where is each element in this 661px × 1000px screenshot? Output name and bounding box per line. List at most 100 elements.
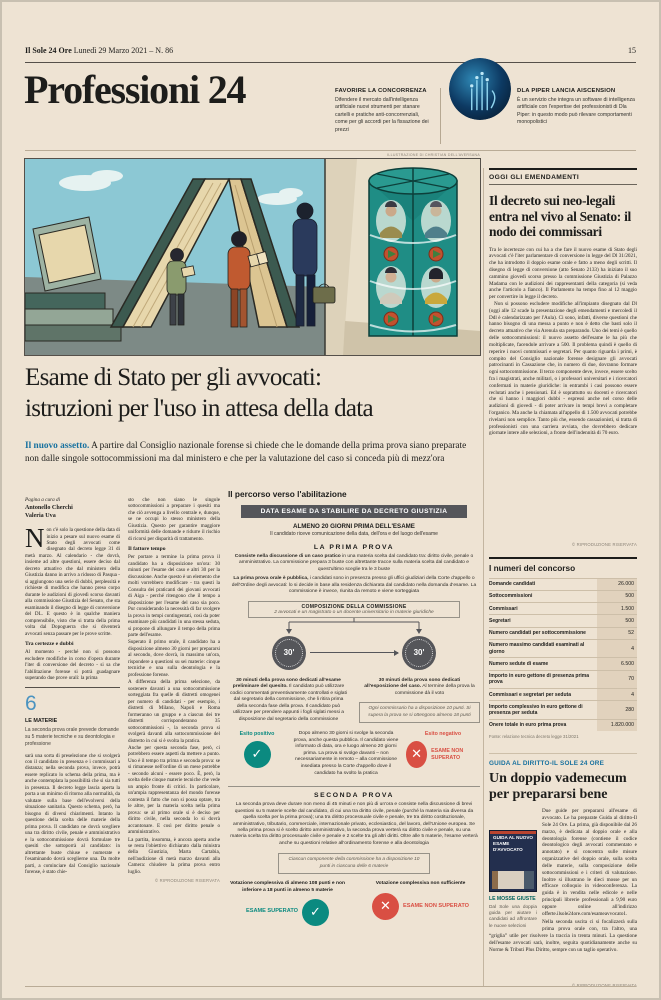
brief-title: FAVORIRE LA CONCORRENZA	[335, 88, 427, 94]
book-cover: GUIDA AL NUOVO ESAME D'AVVOCATO	[489, 830, 537, 893]
paragraph: Due guide per prepararsi all'esame di av…	[542, 808, 637, 917]
clocks-row: 30' 30'	[228, 634, 480, 672]
author: Valeria Uva	[25, 512, 56, 519]
key-number-label: LE MATERIE	[25, 718, 58, 725]
table-row: Numero candidati per sottocommissione 52	[489, 626, 637, 639]
step-title: ALMENO 20 GIORNI PRIMA DELL'ESAME	[293, 523, 415, 530]
clock1-description: 30 minuti della prova sono dedicati all'…	[230, 677, 347, 722]
section-title: Professioni 24	[24, 67, 247, 112]
revolving-door-icon	[368, 167, 458, 337]
first-exam-outcomes: Esito positivo ✓ Dopo almeno 30 giorni s…	[228, 731, 480, 777]
guide-article: GUIDA AL DIRITTO-IL SOLE 24 ORE Un doppi…	[489, 753, 637, 988]
infographic-percorso-abilitazione: Il percorso verso l'abilitazione DATA ES…	[228, 489, 480, 997]
author: Antonello Cherchi	[25, 504, 73, 511]
cover-illustration	[24, 158, 481, 356]
points-note: Ogni commissario ha a disposizione 10 pu…	[359, 702, 480, 724]
paragraph: sarà una sorta di preselezione che si sv…	[25, 752, 120, 875]
paragraph: Tra le incertezze con cui ha a che fare …	[489, 246, 637, 301]
rail-headline: Il decreto sui neo-legali entra nel vivo…	[489, 193, 631, 240]
guide-body: GUIDA AL NUOVO ESAME D'AVVOCATO LE MOSSE…	[489, 808, 637, 980]
points-note-2: Ciascun componente della commissione ha …	[278, 853, 430, 875]
key-number-box: 6 LE MATERIE La seconda prova orale prev…	[25, 687, 120, 747]
illustration-credit: ILLUSTRAZIONE DI CHRISTIAN DELL'AVERSANA	[387, 153, 480, 157]
commission-box: COMPOSIZIONE DELLA COMMISSIONE 2 avvocat…	[248, 600, 460, 618]
rule	[489, 184, 637, 185]
table-row: Sottocommissioni 500	[489, 589, 637, 603]
brief-title: DLA PIPER LANCIA AISCENSION	[517, 88, 616, 94]
book-stack-icon	[25, 216, 122, 342]
guide-kicker: GUIDA AL DIRITTO-IL SOLE 24 ORE	[489, 760, 605, 768]
key-number-text: La seconda prova orale prevede domande s…	[25, 727, 119, 747]
clock-30min-icon: 30'	[402, 635, 436, 670]
negative-outcome: Esito negativo ✕ ESAME NON SUPERATO	[406, 731, 480, 769]
table-row: Commissari 1.500	[489, 602, 637, 615]
table-row: Domande candidati 26.000	[489, 577, 637, 590]
paragraph: Al momento - perché non si possono esclu…	[25, 649, 120, 681]
paragraph: Superato il primo orale, il candidato ha…	[128, 639, 220, 678]
main-headline: Esame di Stato per gli avvocati: istruzi…	[25, 364, 374, 423]
ai-hand-icon	[449, 58, 511, 120]
rule	[489, 556, 637, 559]
edition-date: Il Sole 24 Ore Lunedì 29 Marzo 2021 – N.…	[25, 46, 173, 55]
clock2-description: 30 minuti della prova sono dedicati all'…	[364, 677, 475, 696]
page-number: 15	[628, 46, 636, 55]
between-exams-text: Dopo almeno 30 giorni si svolge la secon…	[293, 731, 399, 776]
check-icon: ✓	[243, 741, 271, 769]
rail-kicker: OGGI GLI EMENDAMENTI	[489, 174, 580, 181]
table-row: Numero sedute di esame 6.500	[489, 657, 637, 670]
edition-dateline: Lunedì 29 Marzo 2021 – N. 86	[73, 46, 174, 55]
dropcap: N	[25, 523, 45, 554]
paragraph: sto che non siano le singole sottocommis…	[128, 497, 220, 542]
right-rail: OGGI GLI EMENDAMENTI Il decreto sui neo-…	[489, 168, 637, 988]
table-title: I numeri del concorso	[489, 562, 576, 573]
deck-lead: Il nuovo assetto.	[25, 441, 90, 451]
edition-name: Il Sole 24 Ore	[25, 46, 72, 55]
rule	[489, 168, 637, 170]
header-divider	[440, 88, 441, 144]
brief-dla-piper: DLA PIPER LANCIA AISCENSION È un servizi…	[517, 88, 639, 127]
prima-prova-title: LA PRIMA PROVA	[313, 544, 395, 551]
book-sidebar: GUIDA AL NUOVO ESAME D'AVVOCATO LE MOSSE…	[489, 830, 537, 928]
header-rule	[25, 150, 636, 151]
guide-headline: Un doppio vademecum per prepararsi bene	[489, 771, 627, 802]
paragraph: A differenza della prima selezione, da s…	[128, 679, 220, 744]
clock-30min-icon: 30'	[272, 635, 306, 670]
brief-concorrenza: FAVORIRE LA CONCORRENZA Difendere il mer…	[335, 88, 432, 134]
rail-body: Tra le incertezze con cui ha a che fare …	[489, 247, 637, 539]
book-label: LE MOSSE GIUSTE	[489, 896, 536, 903]
paragraph: Per portare a termine la prima prova il …	[128, 554, 220, 638]
deck: Il nuovo assetto. A partire dal Consigli…	[25, 440, 481, 467]
paragraph: La partita, insomma, è ancora aperta anc…	[128, 836, 220, 875]
copyright-credit: © RIPRODUZIONE RISERVATA	[489, 983, 637, 988]
flow-split-connector	[286, 617, 422, 634]
article-column-2: sto che non siano le singole sottocommis…	[128, 497, 220, 975]
dateline: Il Sole 24 Ore Lunedì 29 Marzo 2021 – N.…	[25, 46, 636, 63]
copyright-credit: © RIPRODUZIONE RISERVATA	[154, 878, 220, 884]
exam-date-banner: DATA ESAME DA STABILIRE DA DECRETO GIUST…	[241, 505, 467, 518]
clock-descriptions: 30 minuti della prova sono dedicati all'…	[228, 675, 480, 724]
x-icon: ✕	[372, 892, 399, 920]
final-outcomes: Votazione complessiva di almeno 108 punt…	[228, 881, 480, 927]
seconda-prova-text: La seconda prova deve durare non meno di…	[230, 802, 478, 846]
fail-outcome: Votazione complessiva non sufficiente ✕ …	[361, 881, 480, 926]
brief-text: È un servizio che integra un software di…	[517, 97, 635, 126]
table-row: Importo in euro gettone di presenza prim…	[489, 669, 637, 689]
step-text: Il candidato riceve comunicazione della …	[270, 531, 438, 537]
column-divider	[483, 168, 484, 986]
seconda-prova-title: SECONDA PROVA	[228, 786, 480, 799]
table-row: Onere totale in euro prima prova 1.820.00…	[489, 718, 637, 732]
candidate-navy	[292, 202, 336, 327]
table-source: Fonte: relazione tecnica decreto legge 3…	[489, 734, 579, 740]
candidate-green	[166, 248, 196, 326]
deck-text: A partire dal Consiglio nazionale forens…	[25, 441, 467, 465]
candidate-orange	[227, 231, 269, 328]
bottom-rule	[25, 986, 636, 987]
prima-prova-text: Consiste nella discussione di un caso pr…	[234, 554, 474, 572]
subhead: Il fattore tempo	[128, 546, 166, 553]
table-row: Commissari e segretari per seduta 4	[489, 688, 637, 701]
flow-arrow-icon	[310, 649, 399, 656]
infographic-title: Il percorso verso l'abilitazione	[228, 489, 347, 499]
clouds-icon	[59, 170, 303, 205]
